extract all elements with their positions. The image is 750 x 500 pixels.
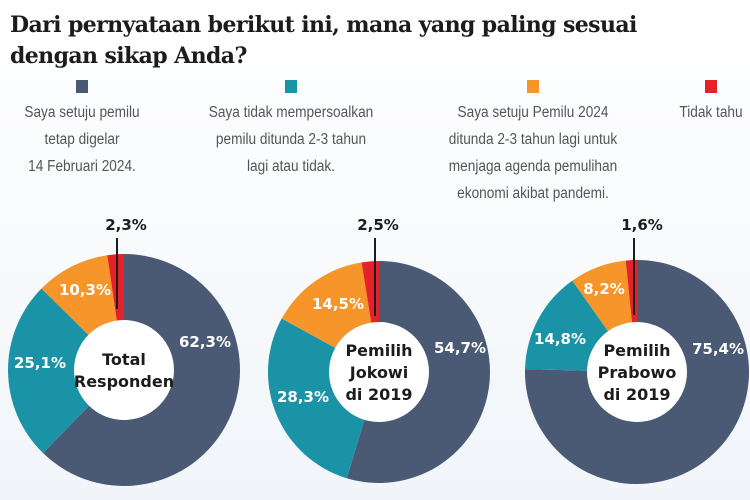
donut-slice bbox=[7, 288, 124, 454]
center-label: Total bbox=[102, 350, 146, 369]
center-label: di 2019 bbox=[603, 385, 670, 404]
data-label: 2,5% bbox=[357, 216, 399, 234]
legend-label: Saya tidak mempersoalkan pemilu ditunda … bbox=[208, 104, 374, 175]
data-label: 8,2% bbox=[583, 280, 625, 298]
legend-label: Tidak tahu bbox=[679, 104, 743, 121]
legend-label: Saya setuju Pemilu 2024 ditunda 2-3 tahu… bbox=[448, 104, 618, 202]
data-label: 28,3% bbox=[277, 388, 329, 406]
legend-swatch bbox=[76, 80, 88, 93]
legend-swatch bbox=[285, 80, 297, 93]
legend-item-tidak-tahu: Tidak tahu bbox=[611, 80, 750, 126]
data-label: 75,4% bbox=[692, 340, 744, 358]
center-label: Pemilih bbox=[603, 341, 670, 360]
legend-item-tidak-mempersoalkan: Saya tidak mempersoalkan pemilu ditunda … bbox=[191, 80, 391, 180]
data-label: 2,3% bbox=[105, 216, 147, 234]
chart-title: Dari pernyataan berikut ini, mana yang p… bbox=[10, 12, 637, 69]
center-label: Pemilih bbox=[345, 341, 412, 360]
data-label: 14,8% bbox=[534, 330, 586, 348]
legend-swatch bbox=[527, 80, 539, 93]
legend-label: Saya setuju pemilu tetap digelar 14 Febr… bbox=[24, 104, 140, 175]
data-label: 62,3% bbox=[179, 333, 231, 351]
legend-item-setuju-tetap: Saya setuju pemilu tetap digelar 14 Febr… bbox=[0, 80, 182, 180]
center-label: Prabowo bbox=[598, 363, 677, 382]
center-label: Responden bbox=[74, 372, 174, 391]
donut-hole bbox=[74, 320, 174, 420]
donut-hole bbox=[329, 322, 429, 422]
donut-hole bbox=[587, 322, 687, 422]
data-label: 54,7% bbox=[434, 339, 486, 357]
data-label: 1,6% bbox=[621, 216, 663, 234]
center-label: di 2019 bbox=[345, 385, 412, 404]
data-label: 25,1% bbox=[14, 354, 66, 372]
legend-swatch bbox=[705, 80, 717, 93]
data-label: 14,5% bbox=[312, 295, 364, 313]
data-label: 10,3% bbox=[59, 281, 111, 299]
legend-item-setuju-ditunda: Saya setuju Pemilu 2024 ditunda 2-3 tahu… bbox=[433, 80, 633, 207]
center-label: Jokowi bbox=[349, 363, 408, 382]
